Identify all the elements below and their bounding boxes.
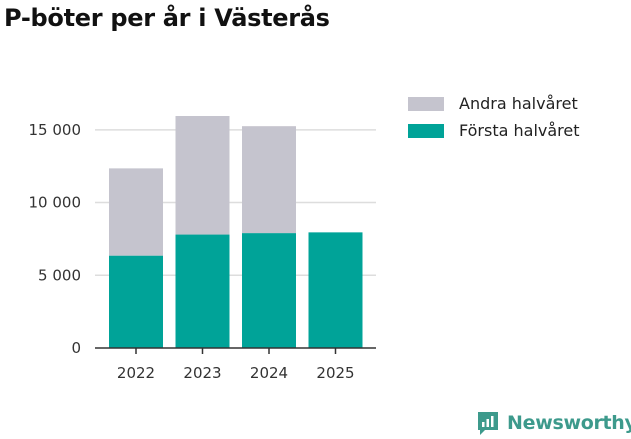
legend-label: Första halvåret [459, 121, 580, 140]
y-tick-label: 5 000 [38, 266, 81, 284]
legend: Andra halvåret Första halvåret [408, 90, 580, 144]
legend-swatch [408, 96, 444, 111]
bar-segment [109, 255, 163, 348]
x-tick-label: 2024 [250, 364, 288, 382]
legend-label: Andra halvåret [459, 94, 578, 113]
bar-segment [175, 116, 230, 235]
x-tick-label: 2025 [316, 364, 354, 382]
bar-segment [308, 232, 363, 348]
y-axis-ticks: 0 5 000 10 000 15 000 [29, 121, 82, 357]
y-tick-label: 15 000 [29, 121, 82, 139]
newsworthy-logo-icon [478, 412, 498, 435]
x-axis-ticks: 2022 2023 2024 2025 [117, 348, 355, 382]
y-tick-label: 0 [71, 339, 81, 357]
brand-logo[interactable]: Newsworthy [476, 410, 631, 436]
bar-segment [175, 234, 230, 348]
bar-segment [109, 168, 163, 256]
x-tick-label: 2023 [183, 364, 221, 382]
brand-name: Newsworthy [507, 412, 631, 434]
legend-item-forsta-halvaret: Första halvåret [408, 117, 580, 144]
bar-segment [242, 126, 296, 234]
chart-title: P-böter per år i Västerås [4, 4, 330, 32]
legend-swatch [408, 123, 444, 138]
bar-segment [242, 233, 296, 348]
x-tick-label: 2022 [117, 364, 155, 382]
legend-item-andra-halvaret: Andra halvåret [408, 90, 580, 117]
bars [109, 116, 363, 348]
y-tick-label: 10 000 [29, 194, 82, 212]
